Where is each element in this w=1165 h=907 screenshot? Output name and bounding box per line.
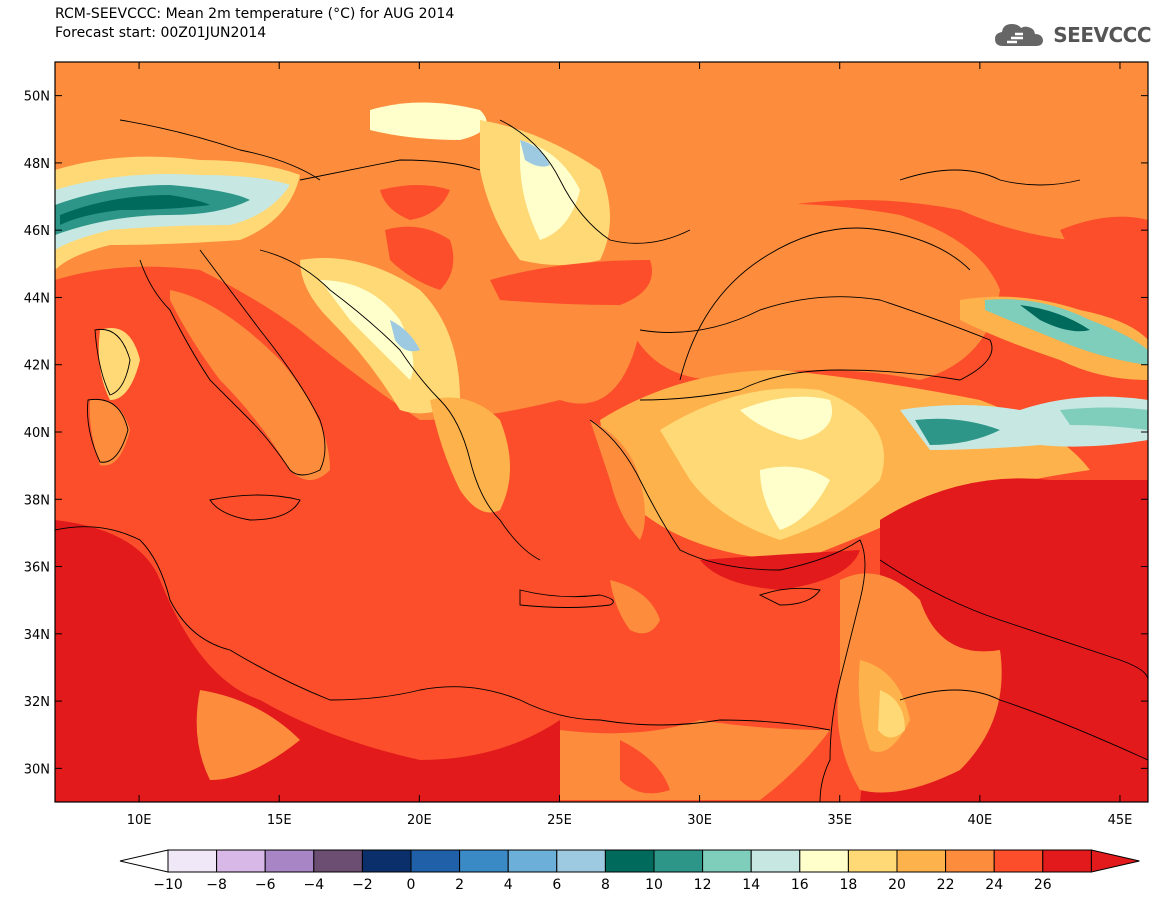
colorbar-label: −10 [153, 877, 183, 893]
lat-tick-label: 48N [24, 157, 50, 172]
colorbar-label: 22 [937, 877, 955, 893]
colorbar-under-arrow [119, 849, 169, 873]
logo-text: SEEVCCC [1053, 23, 1151, 47]
lat-tick-label: 32N [24, 695, 50, 710]
map-title: RCM-SEEVCCC: Mean 2m temperature (°C) fo… [55, 6, 455, 22]
lat-tick-label: 40N [24, 426, 50, 441]
colorbar-cell [507, 849, 558, 873]
lat-tick-label: 42N [24, 359, 50, 374]
lat-tick-label: 34N [24, 628, 50, 643]
seevccc-logo: SEEVCCC [993, 20, 1151, 50]
coastlines [55, 119, 1148, 802]
longitude-axis: 10E 15E 20E 25E 30E 35E 40E 45E [127, 62, 1133, 828]
colorbar-label: 0 [407, 877, 416, 893]
colorbar-label: 8 [601, 877, 610, 893]
lon-tick-label: 30E [687, 813, 712, 828]
colorbar-label: −6 [255, 877, 276, 893]
colorbar: −10 −8 −6 −4 −2 0 2 4 6 8 10 12 14 16 18 20 22 24 26 [119, 849, 1140, 893]
colorbar-cell [945, 849, 995, 873]
latitude-axis: 50N 48N 46N 44N 42N 40N 38N 36N 34N 32N 30N [24, 90, 1148, 777]
colorbar-cell [410, 849, 461, 873]
lat-tick-label: 36N [24, 561, 50, 576]
colorbar-cell [167, 849, 218, 873]
colorbar-cell [604, 849, 655, 873]
colorbar-cell [750, 849, 801, 873]
colorbar-cell [993, 849, 1044, 873]
colorbar-cell [264, 849, 315, 873]
colorbar-label: 6 [552, 877, 561, 893]
colorbar-label: −2 [352, 877, 373, 893]
lon-tick-label: 10E [127, 813, 152, 828]
colorbar-label: 12 [694, 877, 712, 893]
colorbar-cell [799, 849, 849, 873]
colorbar-cell [361, 849, 412, 873]
forecast-start: Forecast start: 00Z01JUN2014 [55, 25, 267, 41]
lon-tick-label: 20E [407, 813, 432, 828]
colorbar-cell [1042, 849, 1092, 873]
colorbar-cell [313, 849, 363, 873]
colorbar-cell [896, 849, 947, 873]
colorbar-label: 24 [985, 877, 1003, 893]
lon-tick-label: 40E [967, 813, 992, 828]
colorbar-cell [216, 849, 266, 873]
colorbar-label: 10 [645, 877, 663, 893]
colorbar-cell [556, 849, 606, 873]
lat-tick-label: 46N [24, 224, 50, 239]
colorbar-label: 14 [742, 877, 760, 893]
colorbar-label: −4 [303, 877, 324, 893]
colorbar-label: −8 [206, 877, 227, 893]
colorbar-label: 26 [1034, 877, 1052, 893]
colorbar-label: 18 [839, 877, 857, 893]
lon-tick-label: 45E [1108, 813, 1133, 828]
colorbar-label: 20 [888, 877, 906, 893]
colorbar-cell [847, 849, 898, 873]
colorbar-cell [702, 849, 752, 873]
lat-tick-label: 50N [24, 90, 50, 105]
lon-tick-label: 35E [827, 813, 852, 828]
lon-tick-label: 15E [267, 813, 292, 828]
lat-tick-label: 38N [24, 493, 50, 508]
temperature-field [55, 62, 1148, 802]
colorbar-label: 2 [455, 877, 464, 893]
colorbar-cell [459, 849, 509, 873]
cloud-icon [995, 24, 1044, 46]
colorbar-label: 16 [791, 877, 809, 893]
colorbar-label: 4 [504, 877, 513, 893]
colorbar-cell [653, 849, 704, 873]
lat-tick-label: 30N [24, 762, 50, 777]
lon-tick-label: 25E [547, 813, 572, 828]
lat-tick-label: 44N [24, 291, 50, 306]
colorbar-over-arrow [1090, 849, 1140, 873]
